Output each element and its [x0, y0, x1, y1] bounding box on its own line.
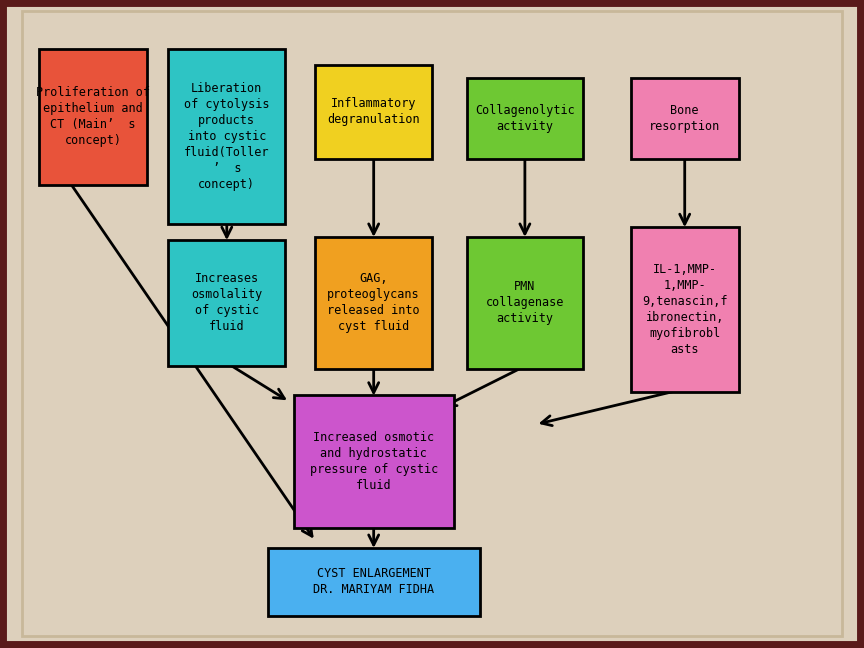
FancyBboxPatch shape	[467, 78, 583, 159]
Text: Increases
osmolality
of cystic
fluid: Increases osmolality of cystic fluid	[191, 272, 263, 334]
FancyBboxPatch shape	[631, 78, 739, 159]
FancyBboxPatch shape	[168, 240, 285, 366]
FancyBboxPatch shape	[168, 49, 285, 224]
Text: Proliferation of
epithelium and
CT (Main’  s
concept): Proliferation of epithelium and CT (Main…	[36, 86, 149, 147]
FancyBboxPatch shape	[631, 227, 739, 392]
Text: Collagenolytic
activity: Collagenolytic activity	[475, 104, 575, 133]
FancyBboxPatch shape	[268, 548, 480, 616]
Text: PMN
collagenase
activity: PMN collagenase activity	[486, 281, 564, 325]
FancyBboxPatch shape	[467, 237, 583, 369]
Text: IL-1,MMP-
1,MMP-
9,tenascin,f
ibronectin,
myofibrobl
asts: IL-1,MMP- 1,MMP- 9,tenascin,f ibronectin…	[642, 263, 727, 356]
Text: GAG,
proteoglycans
released into
cyst fluid: GAG, proteoglycans released into cyst fl…	[327, 272, 420, 334]
Text: CYST ENLARGEMENT
DR. MARIYAM FIDHA: CYST ENLARGEMENT DR. MARIYAM FIDHA	[313, 567, 435, 596]
Text: Inflammatory
degranulation: Inflammatory degranulation	[327, 97, 420, 126]
Text: Liberation
of cytolysis
products
into cystic
fluid(Toller
’  s
concept): Liberation of cytolysis products into cy…	[184, 82, 270, 191]
Text: Bone
resorption: Bone resorption	[649, 104, 721, 133]
Text: Increased osmotic
and hydrostatic
pressure of cystic
fluid: Increased osmotic and hydrostatic pressu…	[309, 431, 438, 492]
FancyBboxPatch shape	[294, 395, 454, 528]
FancyBboxPatch shape	[39, 49, 147, 185]
FancyBboxPatch shape	[315, 65, 432, 159]
FancyBboxPatch shape	[315, 237, 432, 369]
